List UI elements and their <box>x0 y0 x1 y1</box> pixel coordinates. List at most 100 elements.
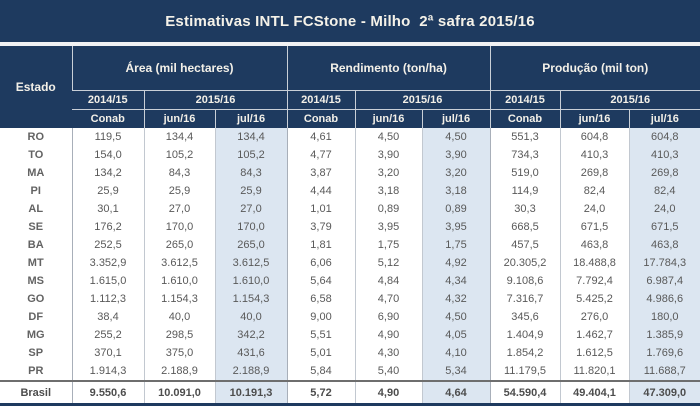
value-cell: 24,0 <box>559 200 630 218</box>
year-header: 2014/15 <box>72 90 144 110</box>
value-cell: 27,0 <box>214 200 288 218</box>
table-row: PR 1.914,3 2.188,9 2.188,9 5,84 5,40 5,34 11.17… <box>0 362 700 381</box>
value-cell: 4,50 <box>421 308 491 326</box>
value-cell: 1.112,3 <box>71 290 144 308</box>
value-cell: 3.352,9 <box>71 254 144 272</box>
value-cell: 265,0 <box>214 236 288 254</box>
value-cell: 604,8 <box>628 128 700 146</box>
year-header: 2015/16 <box>559 90 700 110</box>
table-row: GO 1.112,3 1.154,3 1.154,3 6,58 4,70 4,32 7.316… <box>0 290 700 308</box>
estado-cell: PR <box>0 362 72 381</box>
table-row: SE 176,2 170,0 170,0 3,79 3,95 3,95 668,5 671,5 6… <box>0 218 700 236</box>
estado-cell: MA <box>0 164 72 182</box>
table-row: RO 119,5 134,4 134,4 4,61 4,50 4,50 551,3 604,8 6… <box>0 128 700 146</box>
total-row: Brasil 9.550,6 10.091,0 10.191,3 5,72 4,90 4,6… <box>0 380 700 405</box>
table-row: MT 3.352,9 3.612,5 3.612,5 6,06 5,12 4,92 20.30… <box>0 254 700 272</box>
value-cell: 4,05 <box>421 326 491 344</box>
value-cell: 463,8 <box>628 236 700 254</box>
value-cell: 3,20 <box>354 164 423 182</box>
estado-cell: DF <box>0 308 72 326</box>
value-cell: 9.108,6 <box>489 272 561 290</box>
value-cell: 17.784,3 <box>628 254 700 272</box>
value-cell: 134,2 <box>71 164 144 182</box>
table-row: TO 154,0 105,2 105,2 4,77 3,90 3,90 734,3 410,3 4… <box>0 146 700 164</box>
value-cell: 3.612,5 <box>143 254 215 272</box>
month-header: jun/16 <box>354 109 423 128</box>
value-cell: 3,18 <box>354 182 423 200</box>
value-cell: 4,30 <box>354 344 423 362</box>
value-cell: 0,89 <box>421 200 491 218</box>
value-cell: 47.309,0 <box>628 380 700 405</box>
value-cell: 27,0 <box>143 200 215 218</box>
value-cell: 519,0 <box>489 164 561 182</box>
value-cell: 134,4 <box>143 128 215 146</box>
month-header: jun/16 <box>143 109 215 128</box>
value-cell: 154,0 <box>71 146 144 164</box>
value-cell: 255,2 <box>71 326 144 344</box>
report-title-bar: Estimativas INTL FCStone - Milho 2ª safr… <box>0 0 700 46</box>
value-cell: 457,5 <box>489 236 561 254</box>
value-cell: 1,75 <box>421 236 491 254</box>
value-cell: 276,0 <box>559 308 630 326</box>
estado-cell: SP <box>0 344 72 362</box>
value-cell: 1.154,3 <box>143 290 215 308</box>
value-cell: 269,8 <box>559 164 630 182</box>
month-header: jul/16 <box>214 109 288 128</box>
value-cell: 119,5 <box>71 128 144 146</box>
group-header-row: Estado Área (mil hectares) Rendimento (t… <box>0 46 700 128</box>
table-row: MG 255,2 298,5 342,2 5,51 4,90 4,05 1.404,9 1.46… <box>0 326 700 344</box>
value-cell: 11.688,7 <box>628 362 700 381</box>
value-cell: 176,2 <box>71 218 144 236</box>
value-cell: 463,8 <box>559 236 630 254</box>
table-body: RO 119,5 134,4 134,4 4,61 4,50 4,50 551,3 604,8 6… <box>0 128 700 405</box>
value-cell: 3.612,5 <box>214 254 288 272</box>
month-header: jul/16 <box>628 109 700 128</box>
value-cell: 1.385,9 <box>628 326 700 344</box>
value-cell: 4,61 <box>286 128 356 146</box>
value-cell: 4,10 <box>421 344 491 362</box>
value-cell: 1.610,0 <box>143 272 215 290</box>
month-header: Conab <box>72 109 144 128</box>
value-cell: 1.404,9 <box>489 326 561 344</box>
estado-cell: PI <box>0 182 72 200</box>
value-cell: 3,20 <box>421 164 491 182</box>
value-cell: 180,0 <box>628 308 700 326</box>
value-cell: 671,5 <box>628 218 700 236</box>
month-header: jun/16 <box>559 109 630 128</box>
estado-cell: MT <box>0 254 72 272</box>
value-cell: 671,5 <box>559 218 630 236</box>
value-cell: 6.987,4 <box>628 272 700 290</box>
value-cell: 24,0 <box>628 200 700 218</box>
year-header-row: 2014/15 2015/16 2014/15 2015/16 2014/15 2015/… <box>0 90 700 110</box>
estimates-table: Estado Área (mil hectares) Rendimento (t… <box>0 46 700 406</box>
value-cell: 2.188,9 <box>143 362 215 381</box>
value-cell: 4,34 <box>421 272 491 290</box>
value-cell: 3,90 <box>354 146 423 164</box>
value-cell: 30,1 <box>71 200 144 218</box>
value-cell: 38,4 <box>71 308 144 326</box>
value-cell: 6,58 <box>286 290 356 308</box>
table-header: Estado Área (mil hectares) Rendimento (t… <box>0 46 700 128</box>
value-cell: 6,90 <box>354 308 423 326</box>
value-cell: 5,72 <box>286 380 356 405</box>
value-cell: 9,00 <box>286 308 356 326</box>
value-cell: 25,9 <box>143 182 215 200</box>
value-cell: 4,90 <box>354 326 423 344</box>
estado-cell: BA <box>0 236 72 254</box>
estado-cell: RO <box>0 128 72 146</box>
value-cell: 410,3 <box>559 146 630 164</box>
value-cell: 10.191,3 <box>214 380 288 405</box>
value-cell: 6,06 <box>286 254 356 272</box>
value-cell: 84,3 <box>143 164 215 182</box>
year-header: 2015/16 <box>354 90 491 110</box>
value-cell: 370,1 <box>71 344 144 362</box>
value-cell: 734,3 <box>489 146 561 164</box>
value-cell: 431,6 <box>214 344 288 362</box>
value-cell: 11.179,5 <box>489 362 561 381</box>
report-title: Estimativas INTL FCStone - Milho 2ª safr… <box>165 12 535 30</box>
value-cell: 5,64 <box>286 272 356 290</box>
group-header-rendimento: Rendimento (ton/ha) <box>286 46 491 91</box>
year-header: 2014/15 <box>286 90 356 110</box>
value-cell: 0,89 <box>354 200 423 218</box>
